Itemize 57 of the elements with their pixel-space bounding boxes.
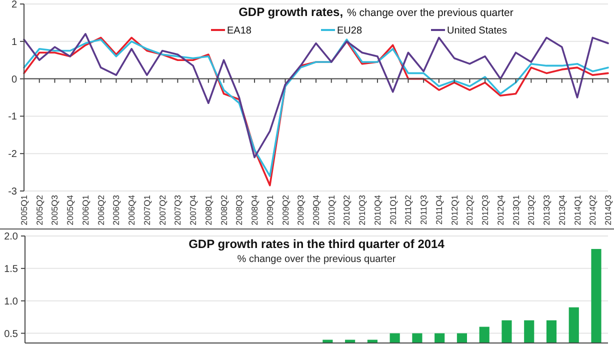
x-tick-label: 2005Q1 xyxy=(19,194,29,226)
chart-title: GDP growth rates in the third quarter of 2014 xyxy=(188,237,445,251)
x-tick-label: 2008Q2 xyxy=(218,194,229,226)
x-tick-label: 2011Q3 xyxy=(418,194,429,225)
x-tick-label: 2012Q1 xyxy=(449,194,460,226)
x-tick-label: 2012Q4 xyxy=(495,194,506,226)
x-tick-label: 2005Q4 xyxy=(65,194,76,226)
x-tick-label: 2014Q2 xyxy=(588,194,598,226)
x-tick-label: 2012Q3 xyxy=(480,194,490,226)
y-tick-label: 1 xyxy=(11,36,18,48)
x-tick-label: 2009Q4 xyxy=(311,194,321,226)
y-tick-label: 1.5 xyxy=(4,264,18,275)
x-tick-label: 2007Q2 xyxy=(157,194,168,226)
x-tick-label: 2011Q2 xyxy=(403,194,414,225)
x-tick-label: 2011Q4 xyxy=(434,194,444,225)
x-tick-label: 2007Q4 xyxy=(188,194,198,226)
x-tick-label: 2006Q3 xyxy=(111,194,122,226)
x-tick-label: 2008Q3 xyxy=(234,194,244,226)
text: % change over the previous quarter xyxy=(237,254,396,265)
x-tick-label: 2009Q1 xyxy=(264,194,275,226)
y-tick-label: -1 xyxy=(8,112,18,123)
x-tick-label: 2008Q4 xyxy=(250,194,260,226)
x-tick-label: 2010Q4 xyxy=(372,194,382,226)
x-tick-label: 2011Q1 xyxy=(388,194,398,225)
x-tick-label: 2006Q2 xyxy=(96,194,106,226)
x-tick-label: 2013Q1 xyxy=(510,194,521,226)
x-tick-label: 2007Q1 xyxy=(142,194,152,226)
x-tick-label: 2009Q3 xyxy=(296,194,306,226)
y-tick-label: 2.0 xyxy=(4,232,18,242)
x-tick-label: 2009Q2 xyxy=(280,194,290,226)
x-tick-label: 2013Q3 xyxy=(542,194,552,226)
y-tick-label: -2 xyxy=(8,149,18,160)
x-tick-label: 2006Q1 xyxy=(80,194,90,226)
x-tick-label: 2010Q2 xyxy=(342,194,352,226)
x-tick-label: 2007Q3 xyxy=(172,194,183,226)
y-tick-label: 0.5 xyxy=(4,328,18,340)
legend-label: EA18 xyxy=(227,26,252,36)
legend-label: United States xyxy=(447,26,508,36)
line-series xyxy=(23,33,609,158)
y-tick-label: 1.0 xyxy=(4,296,18,308)
x-tick-label: 2014Q3 xyxy=(603,194,613,226)
x-tick-label: 2010Q1 xyxy=(326,194,336,226)
chart-subtitle: % change over the previous quarter xyxy=(347,7,514,19)
x-tick-label: 2012Q2 xyxy=(464,194,475,226)
chart-title: GDP growth rates, xyxy=(238,5,344,19)
x-tick-label: 2010Q3 xyxy=(357,194,368,226)
x-tick-label: 2005Q3 xyxy=(50,194,60,226)
x-tick-label: 2013Q4 xyxy=(556,194,567,226)
y-tick-label: -3 xyxy=(8,186,18,198)
x-tick-label: 2006Q4 xyxy=(126,194,137,226)
x-tick-label: 2014Q1 xyxy=(572,194,582,226)
x-tick-label: 2005Q2 xyxy=(34,194,44,226)
y-tick-label: 0 xyxy=(11,74,18,86)
legend-label: EU28 xyxy=(337,26,362,36)
x-tick-label: 2013Q2 xyxy=(526,194,536,226)
y-tick-label: 2 xyxy=(11,0,18,10)
x-tick-label: 2008Q1 xyxy=(203,194,214,226)
